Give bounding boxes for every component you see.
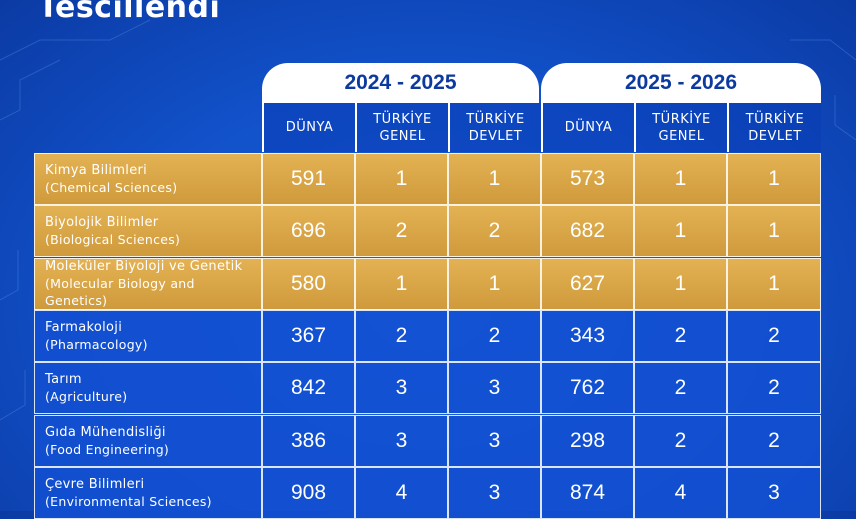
rank-value: 627 <box>541 257 634 310</box>
rank-value: 696 <box>262 205 355 258</box>
year-header-2025-2026: 2025 - 2026 <box>541 63 821 103</box>
rank-value: 367 <box>262 309 355 362</box>
rank-value: 2 <box>634 414 727 467</box>
column-header-turkey-state-1: TÜRKİYE DEVLET <box>448 103 541 152</box>
field-name-english: (Biological Sciences) <box>45 232 181 248</box>
field-name-english: (Environmental Sciences) <box>45 493 212 509</box>
field-name: Moleküler Biyoloji ve Genetik <box>45 259 243 275</box>
rank-value: 2 <box>727 362 821 415</box>
rank-value: 1 <box>355 153 448 205</box>
field-name-cell: Moleküler Biyoloji ve Genetik (Molecular … <box>34 257 262 310</box>
rank-value: 842 <box>262 362 355 415</box>
column-header-world-1: DÜNYA <box>262 103 355 152</box>
rank-value: 2 <box>727 414 821 467</box>
field-name-english: (Pharmacology) <box>45 336 148 352</box>
rank-value: 3 <box>355 362 448 415</box>
field-name-cell: Farmakoloji (Pharmacology) <box>34 309 262 362</box>
column-header-turkey-general-2: TÜRKİYE GENEL <box>634 103 727 152</box>
rank-value: 682 <box>541 205 634 258</box>
field-name: Çevre Bilimleri <box>45 476 145 492</box>
rank-value: 2 <box>355 309 448 362</box>
column-header-turkey-general-1: TÜRKİYE GENEL <box>355 103 448 152</box>
rank-value: 1 <box>634 153 727 205</box>
rank-value: 1 <box>448 257 541 310</box>
rank-value: 591 <box>262 153 355 205</box>
rank-value: 1 <box>727 205 821 258</box>
field-name: Gıda Mühendisliği <box>45 424 166 440</box>
rank-value: 762 <box>541 362 634 415</box>
page-title: Tescillendi <box>38 0 221 25</box>
table-row: Çevre Bilimleri (Environmental Sciences) 9… <box>34 466 821 519</box>
field-name-english: (Food Engineering) <box>45 441 170 457</box>
rank-value: 580 <box>262 257 355 310</box>
rank-value: 3 <box>448 362 541 415</box>
field-name: Farmakoloji <box>45 319 123 335</box>
rank-value: 1 <box>634 257 727 310</box>
field-name: Tarım <box>45 372 82 388</box>
table-row: Moleküler Biyoloji ve Genetik (Molecular … <box>34 257 821 310</box>
rank-value: 1 <box>727 153 821 205</box>
table-row: Gıda Mühendisliği (Food Engineering) 386 3 3… <box>34 414 821 467</box>
rank-value: 908 <box>262 466 355 519</box>
table-row: Tarım (Agriculture) 842 3 3 762 2 2 <box>34 362 821 415</box>
field-name: Kimya Bilimleri <box>45 163 148 178</box>
field-name: Biyolojik Bilimler <box>45 215 159 231</box>
year-header-2024-2025: 2024 - 2025 <box>262 63 539 103</box>
rank-value: 2 <box>634 362 727 415</box>
rank-value: 386 <box>262 414 355 467</box>
field-name-cell: Çevre Bilimleri (Environmental Sciences) <box>34 466 262 519</box>
rank-value: 2 <box>634 309 727 362</box>
field-name-cell: Kimya Bilimleri (Chemical Sciences) <box>34 153 262 205</box>
rank-value: 1 <box>634 205 727 258</box>
rank-value: 3 <box>727 466 821 519</box>
rank-value: 1 <box>727 257 821 310</box>
field-name-english: (Chemical Sciences) <box>45 180 178 195</box>
rank-value: 1 <box>448 153 541 205</box>
rank-value: 2 <box>727 309 821 362</box>
field-name-cell: Gıda Mühendisliği (Food Engineering) <box>34 414 262 467</box>
table-row: Biyolojik Bilimler (Biological Sciences) 6… <box>34 205 821 258</box>
rank-value: 573 <box>541 153 634 205</box>
rank-value: 298 <box>541 414 634 467</box>
rank-value: 2 <box>448 205 541 258</box>
rank-value: 3 <box>448 414 541 467</box>
field-name-cell: Tarım (Agriculture) <box>34 362 262 415</box>
rank-value: 4 <box>634 466 727 519</box>
column-header-turkey-state-2: TÜRKİYE DEVLET <box>727 103 821 152</box>
table-row: Farmakoloji (Pharmacology) 367 2 2 343 2 2 <box>34 309 821 362</box>
rank-value: 4 <box>355 466 448 519</box>
column-header-world-2: DÜNYA <box>541 103 634 152</box>
field-name-english: (Agriculture) <box>45 389 128 405</box>
rank-value: 1 <box>355 257 448 310</box>
rank-value: 343 <box>541 309 634 362</box>
rank-value: 3 <box>355 414 448 467</box>
rank-value: 2 <box>355 205 448 258</box>
table-row: Kimya Bilimleri (Chemical Sciences) 591 1 1 5… <box>34 153 821 205</box>
field-name-english: (Molecular Biology and Genetics) <box>45 276 195 309</box>
rank-value: 2 <box>448 309 541 362</box>
field-name-cell: Biyolojik Bilimler (Biological Sciences) <box>34 205 262 258</box>
